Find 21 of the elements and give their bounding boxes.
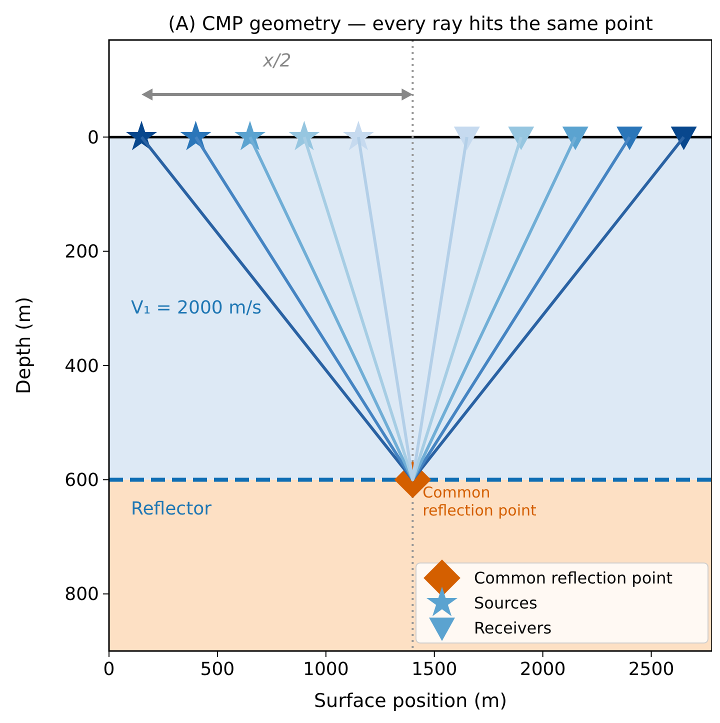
- legend-label: Sources: [474, 594, 538, 613]
- x-tick-label: 500: [200, 659, 235, 680]
- x-tick-label: 2500: [628, 659, 674, 680]
- x-tick-label: 1500: [411, 659, 458, 680]
- annotation: Common reflection point: [422, 484, 537, 520]
- x-tick-label: 0: [103, 659, 115, 680]
- chart-title: (A) CMP geometry — every ray hits the same point: [168, 13, 653, 35]
- x-axis-title: Surface position (m): [314, 690, 508, 712]
- legend-label: Common reflection point: [474, 568, 672, 588]
- y-tick-label: 400: [64, 356, 99, 377]
- annotation: V₁ = 2000 m/s: [131, 297, 262, 318]
- annotation: Reflector: [131, 498, 212, 520]
- x-tick-label: 2000: [520, 659, 566, 680]
- y-tick-label: 0: [88, 127, 99, 148]
- y-axis-title: Depth (m): [13, 296, 35, 394]
- annotation: x/2: [262, 50, 292, 72]
- y-tick-label: 200: [64, 242, 99, 263]
- x-tick-label: 1000: [303, 659, 349, 680]
- y-tick-label: 800: [64, 584, 99, 606]
- y-tick-label: 600: [64, 470, 99, 491]
- legend-label: Receivers: [474, 618, 552, 638]
